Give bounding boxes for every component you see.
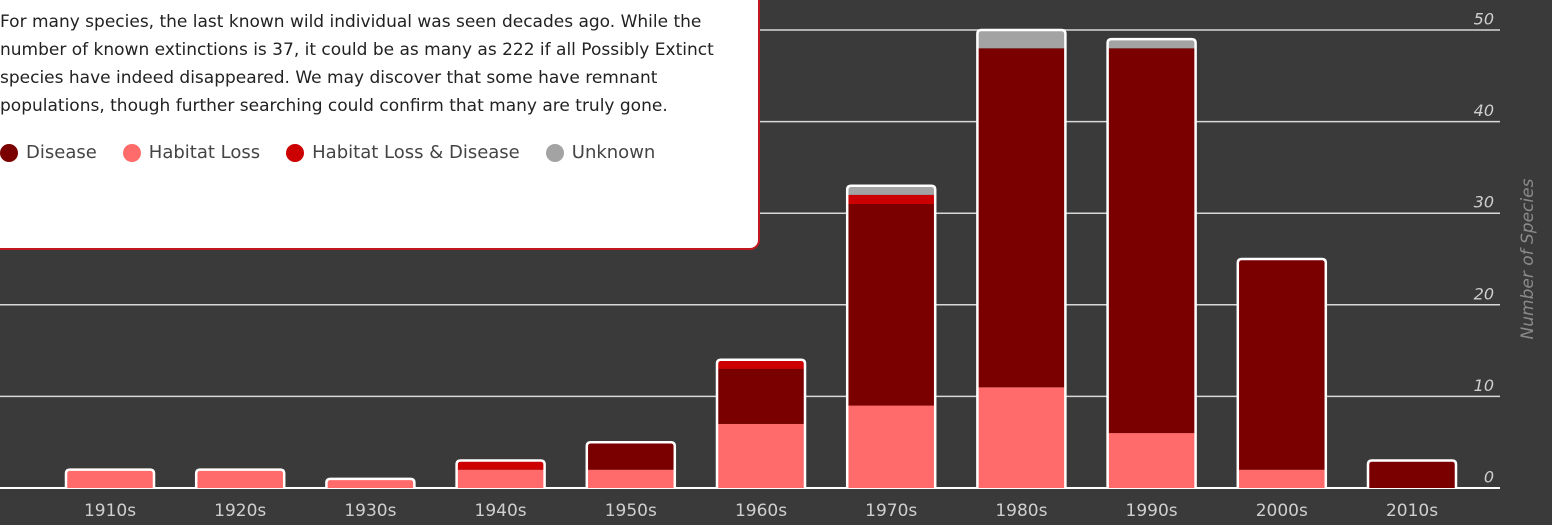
x-tick-label: 1950s [605,501,657,521]
bar-segment [977,48,1066,388]
legend-swatch [122,143,141,162]
legend-label: Unknown [571,142,656,163]
bar-segment [717,368,805,424]
y-tick-label: 10 [1474,376,1494,395]
bar-outline [325,477,416,488]
legend-swatch [286,143,305,162]
bar-outline [194,468,286,488]
y-tick-label: 40 [1474,101,1494,120]
bar-segment [456,460,545,470]
bar-segment [326,478,415,488]
x-tick-label: 1920s [214,501,266,521]
bar-segment [1107,48,1196,434]
y-tick-label: 50 [1474,10,1494,29]
bar-segment [1237,259,1326,470]
x-tick-label: 1970s [865,501,917,521]
bar-segment [66,469,154,488]
bar-outline [976,28,1067,488]
bar-segment [717,359,805,369]
legend-swatch [545,143,564,162]
x-tick-label: 1980s [995,501,1047,521]
bar-segment [586,442,675,470]
bar-outline [585,440,677,488]
bar-outline [845,184,937,488]
bar-segment [717,423,805,488]
bar-segment [1107,39,1196,49]
x-tick-label: 2000s [1256,501,1308,521]
x-tick-label: 1930s [344,501,396,521]
legend-label: Disease [26,142,97,163]
annotation: For many species, the last known wild in… [0,12,714,116]
legend-item: Disease [0,142,97,163]
y-axis-title: Number of Species [1518,178,1538,339]
bar-segment [456,469,545,488]
x-tick-label: 1960s [735,501,787,521]
legend: Disease Habitat Loss Habitat Loss & Diseas… [0,142,734,163]
bar-segment [586,469,675,488]
x-tick-label: 1990s [1126,501,1178,521]
y-tick-label: 0 [1484,468,1494,487]
bar-segment [1368,460,1456,488]
bar-segment [1107,433,1196,488]
bar-segment [1237,469,1326,488]
x-tick-label: 1910s [84,501,136,521]
legend-label: Habitat Loss & Disease [312,142,520,163]
bar-outline [455,459,546,488]
bar-outline [715,358,807,488]
bar-outline [64,468,156,488]
bar-outline [1236,257,1328,488]
legend-swatch [0,143,18,162]
y-tick-label: 20 [1474,284,1494,303]
bar-segment [847,405,936,488]
bar-outline [1366,459,1458,488]
bar-segment [847,185,936,195]
legend-item: Habitat Loss [122,142,261,163]
bar-segment [196,469,285,488]
bar-segment [977,30,1066,49]
x-tick-label: 1940s [475,501,527,521]
info-box: For many species, the last known wild in… [0,0,760,250]
bar-outline [1106,37,1197,488]
bar-segment [847,194,936,205]
legend-label: Habitat Loss [148,142,261,163]
y-tick-label: 30 [1474,193,1494,212]
x-tick-label: 2010s [1386,501,1438,521]
bar-segment [977,387,1066,488]
legend-item: Unknown [545,142,656,163]
legend-item: Habitat Loss & Disease [286,142,520,163]
bar-segment [847,204,936,406]
